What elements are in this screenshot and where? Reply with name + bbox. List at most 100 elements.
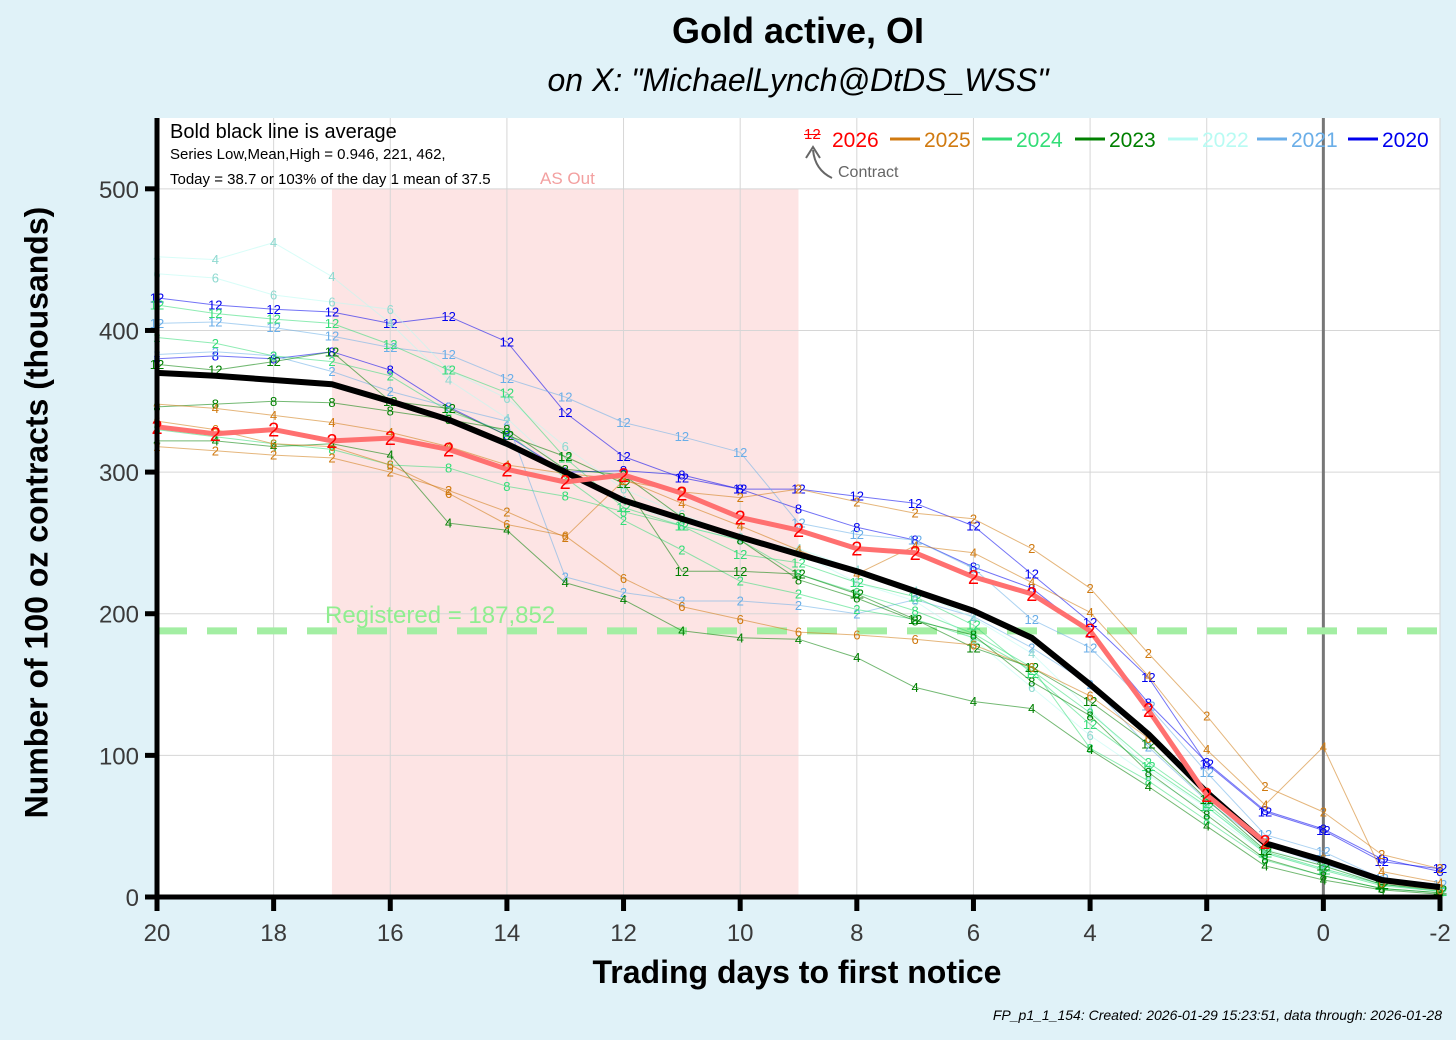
x-tick-label: -2 — [1429, 920, 1450, 947]
series-point-2025: 6 — [1086, 688, 1093, 703]
series-point-2020: 12 — [441, 309, 455, 324]
legend-label-2023: 2023 — [1109, 129, 1156, 152]
series-point-2026: 2 — [1085, 621, 1096, 643]
series-point-2020: 8 — [737, 482, 744, 497]
y-axis-title: Number of 100 oz contracts (thousands) — [18, 206, 55, 819]
x-tick-label: 4 — [1083, 920, 1096, 947]
series-point-2022: 6 — [503, 391, 510, 406]
series-point-2023: 4 — [387, 448, 394, 463]
series-point-2025: 2 — [387, 465, 394, 480]
contract-label: Contract — [838, 164, 899, 181]
series-point-2023: 8 — [1261, 851, 1268, 866]
average-note: Bold black line is average — [170, 121, 397, 143]
series-point-2025: 6 — [737, 612, 744, 627]
series-point-2026: 2 — [443, 439, 454, 461]
x-tick-label: 2 — [1200, 920, 1213, 947]
series-line-2023 — [157, 440, 1441, 895]
series-point-2021: 12 — [325, 329, 339, 344]
series-point-2025: 4 — [795, 543, 802, 558]
series-point-2023: 4 — [1028, 701, 1035, 716]
legend-label-2025: 2025 — [924, 129, 971, 152]
creation-caption: FP_p1_1_154: Created: 2026-01-29 15:23:5… — [992, 1007, 1442, 1023]
series-point-2023: 8 — [1203, 807, 1210, 822]
series-line-2024 — [156, 304, 1441, 892]
plot-panel — [156, 118, 1441, 898]
x-tick-label: 20 — [144, 920, 171, 947]
series-point-2025: 6 — [970, 637, 977, 652]
series-point-2022: 6 — [970, 632, 977, 647]
series-point-2021: 2 — [1028, 640, 1035, 655]
series-point-2023: 4 — [620, 592, 627, 607]
series-point-2024: 2 — [387, 368, 394, 383]
series-point-2023: 8 — [1028, 674, 1035, 689]
series-point-2024: 8 — [503, 479, 510, 494]
series-point-2025: 2 — [328, 450, 335, 465]
series-point-2023: 4 — [328, 436, 335, 451]
series-point-2023: 12 — [441, 401, 455, 416]
series-point-2024: 8 — [678, 518, 685, 533]
series-point-2021: 12 — [208, 315, 222, 330]
series-point-2022: 4 — [970, 611, 977, 626]
series-point-2020: 8 — [1378, 851, 1385, 866]
series-point-2021: 12 — [500, 371, 514, 386]
series-point-2024: 8 — [1436, 885, 1443, 900]
series-point-2025: 4 — [270, 408, 277, 423]
series-point-2025: 2 — [1028, 541, 1035, 556]
series-point-2026: 2 — [793, 520, 804, 542]
series-point-2025: 6 — [328, 439, 335, 454]
series-point-2023: 4 — [912, 680, 919, 695]
series-point-2026: 2 — [1259, 832, 1270, 854]
series-point-2023: 8 — [1378, 881, 1385, 896]
series-point-2025: 4 — [912, 538, 919, 553]
series-point-2025: 6 — [562, 528, 569, 543]
series-point-2022: 6 — [1145, 768, 1152, 783]
series-point-2024: 12 — [733, 547, 747, 562]
series-line-2023 — [156, 351, 1441, 891]
series-point-2020: 12 — [325, 305, 339, 320]
series-point-2026: 2 — [676, 483, 687, 505]
series-point-2020: 12 — [266, 302, 280, 317]
series-point-2025: 6 — [212, 422, 219, 437]
series-point-2024: 12 — [558, 450, 572, 465]
series-point-2022: 4 — [1145, 762, 1152, 777]
series-point-2022: 4 — [212, 252, 219, 267]
series-point-2023: 8 — [1145, 765, 1152, 780]
series-point-2020: 8 — [212, 348, 219, 363]
series-line-2025 — [156, 446, 1441, 870]
series-point-2025: 6 — [853, 628, 860, 643]
series-point-2024: 2 — [562, 470, 569, 485]
stats-note: Series Low,Mean,High = 0.946, 221, 462, — [170, 146, 446, 163]
series-point-2026: 2 — [910, 543, 921, 565]
contract-arrow-icon — [812, 149, 833, 179]
series-point-2024: 12 — [1316, 863, 1330, 878]
series-point-2023: 4 — [1436, 887, 1443, 902]
series-point-2021: 2 — [970, 609, 977, 624]
series-point-2025: 4 — [678, 496, 685, 511]
x-tick-label: 12 — [610, 920, 637, 947]
series-point-2026: 2 — [735, 507, 746, 529]
series-point-2025: 2 — [795, 482, 802, 497]
series-point-2023: 8 — [853, 591, 860, 606]
series-point-2021: 2 — [1320, 857, 1327, 872]
series-point-2026: 2 — [1026, 584, 1037, 606]
series-point-2025: 4 — [1086, 605, 1093, 620]
series-point-2024: 2 — [1261, 844, 1268, 859]
series-point-2024: 2 — [678, 543, 685, 558]
series-point-2020: 8 — [387, 363, 394, 378]
shade-label: AS Out — [540, 169, 595, 188]
series-point-2024: 2 — [970, 630, 977, 645]
legend-label-2021: 2021 — [1291, 129, 1338, 152]
series-point-2025: 4 — [328, 415, 335, 430]
series-point-2025: 2 — [970, 511, 977, 526]
series-point-2025: 2 — [1261, 779, 1268, 794]
series-point-2024: 2 — [1145, 755, 1152, 770]
series-point-2025: 4 — [737, 518, 744, 533]
series-point-2026: 2 — [501, 459, 512, 481]
series-point-2021: 12 — [675, 429, 689, 444]
series-point-2021: 12 — [966, 561, 980, 576]
series-point-2026: 2 — [968, 567, 979, 589]
series-point-2020: 12 — [1258, 805, 1272, 820]
series-point-2022: 6 — [562, 439, 569, 454]
series-point-2025: 4 — [1145, 669, 1152, 684]
series-point-2024: 2 — [620, 513, 627, 528]
